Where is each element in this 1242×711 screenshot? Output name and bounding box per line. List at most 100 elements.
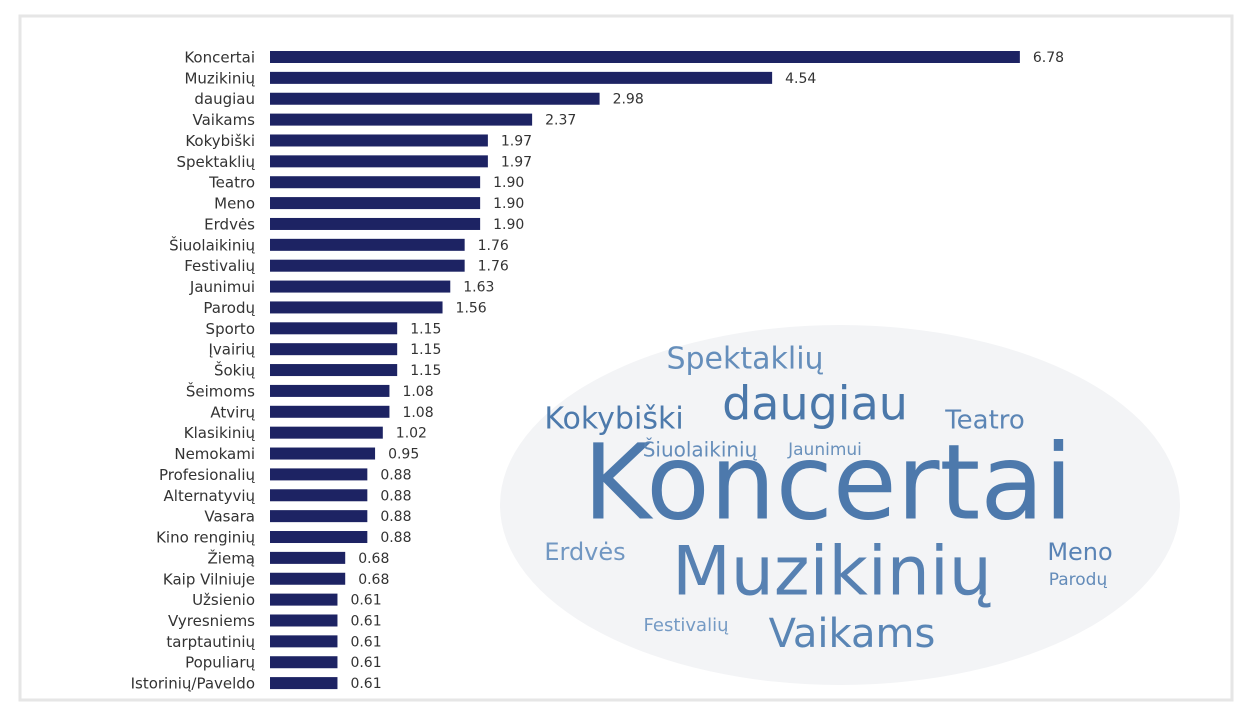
- y-tick-label: Meno: [214, 195, 255, 213]
- bar: [270, 322, 398, 335]
- value-label: 0.68: [358, 551, 389, 567]
- y-tick-label: Istorinių/Paveldo: [131, 675, 255, 693]
- cloud-word: Teatro: [944, 406, 1025, 436]
- cloud-word: Erdvės: [544, 538, 625, 566]
- y-tick-label: Koncertai: [184, 49, 255, 67]
- bar: [270, 280, 451, 293]
- y-tick-label: Kokybiški: [185, 132, 255, 150]
- value-label: 0.88: [380, 530, 411, 546]
- bar: [270, 551, 346, 564]
- bar: [270, 510, 368, 523]
- y-tick-label: Žiemą: [208, 548, 255, 567]
- bar: [270, 71, 773, 84]
- value-label: 2.37: [545, 113, 576, 129]
- cloud-word: Koncertai: [583, 421, 1073, 543]
- y-tick-label: Šokių: [214, 361, 256, 380]
- cloud-word: Meno: [1047, 538, 1112, 566]
- y-tick-label: Teatro: [208, 174, 255, 192]
- cloud-background: [500, 325, 1180, 685]
- value-label: 1.08: [402, 384, 433, 400]
- bar: [270, 197, 481, 210]
- bar: [270, 468, 368, 481]
- value-label: 4.54: [785, 71, 816, 87]
- y-tick-label: Sporto: [206, 320, 255, 338]
- y-tick-label: Įvairių: [208, 341, 255, 359]
- bar: [270, 593, 338, 606]
- bar: [270, 447, 376, 460]
- y-tick-label: daugiau: [194, 90, 255, 108]
- cloud-word: Muzikinių: [672, 533, 992, 612]
- bar: [270, 113, 533, 126]
- y-tick-label: Muzikinių: [184, 69, 255, 87]
- value-label: 1.90: [493, 217, 524, 233]
- value-label: 0.61: [350, 634, 381, 650]
- y-tick-label: Kaip Vilniuje: [163, 570, 255, 588]
- value-label: 0.61: [350, 613, 381, 629]
- bar: [270, 572, 346, 585]
- y-tick-label: Atvirų: [210, 403, 255, 421]
- cloud-word: Parodų: [1049, 570, 1108, 590]
- value-label: 0.68: [358, 572, 389, 588]
- bar: [270, 656, 338, 669]
- bar: [270, 635, 338, 648]
- value-label: 1.56: [456, 300, 487, 316]
- value-label: 0.61: [350, 593, 381, 609]
- value-label: 1.02: [396, 426, 427, 442]
- y-tick-label: Erdvės: [204, 215, 255, 233]
- value-label: 1.15: [410, 321, 441, 337]
- value-label: 0.88: [380, 509, 411, 525]
- bar: [270, 155, 488, 168]
- value-label: 1.76: [478, 238, 509, 254]
- bar: [270, 489, 368, 502]
- y-tick-label: Profesionalių: [159, 466, 255, 484]
- value-label: 1.90: [493, 196, 524, 212]
- y-tick-label: Vasara: [204, 508, 255, 526]
- cloud-word: Kokybiški: [544, 402, 683, 437]
- y-tick-label: Festivalių: [184, 257, 255, 275]
- value-label: 0.88: [380, 467, 411, 483]
- value-label: 1.90: [493, 175, 524, 191]
- cloud-word: Festivalių: [644, 615, 730, 636]
- cloud-word: Šiuolaikinių: [643, 438, 758, 462]
- bar: [270, 531, 368, 544]
- value-label: 1.76: [478, 259, 509, 275]
- bar: [270, 614, 338, 627]
- cloud-word: Spektaklių: [666, 342, 823, 377]
- value-label: 0.61: [350, 676, 381, 692]
- cloud-word: daugiau: [722, 377, 908, 431]
- y-tick-label: Vaikams: [193, 111, 256, 129]
- value-label: 0.61: [350, 655, 381, 671]
- value-label: 1.15: [410, 363, 441, 379]
- bar: [270, 238, 465, 251]
- bar: [270, 405, 390, 418]
- bar: [270, 677, 338, 690]
- y-tick-label: Užsienio: [192, 591, 255, 609]
- value-label: 6.78: [1033, 50, 1064, 66]
- value-label: 1.15: [410, 342, 441, 358]
- bar: [270, 343, 398, 356]
- y-tick-label: Šiuolaikinių: [169, 235, 255, 254]
- bar: [270, 364, 398, 377]
- cloud-word: Jaunimui: [787, 440, 862, 460]
- value-label: 2.98: [613, 92, 644, 108]
- y-tick-label: Klasikinių: [184, 424, 256, 442]
- y-tick-label: Alternatyvių: [164, 487, 256, 505]
- value-label: 0.95: [388, 447, 419, 463]
- y-tick-label: Jaunimui: [189, 278, 255, 296]
- y-tick-label: Vyresniems: [168, 612, 255, 630]
- bar: [270, 301, 443, 314]
- y-tick-label: Nemokami: [174, 445, 255, 463]
- bar: [270, 134, 488, 147]
- y-tick-label: Kino renginių: [156, 529, 255, 547]
- bar: [270, 176, 481, 189]
- y-tick-label: Spektaklių: [176, 153, 255, 171]
- value-label: 1.08: [402, 405, 433, 421]
- bar: [270, 92, 600, 105]
- bar: [270, 259, 465, 272]
- bar: [270, 426, 383, 439]
- bar: [270, 51, 1020, 63]
- bar: [270, 217, 481, 230]
- bar: [270, 384, 390, 397]
- value-label: 1.97: [501, 154, 532, 170]
